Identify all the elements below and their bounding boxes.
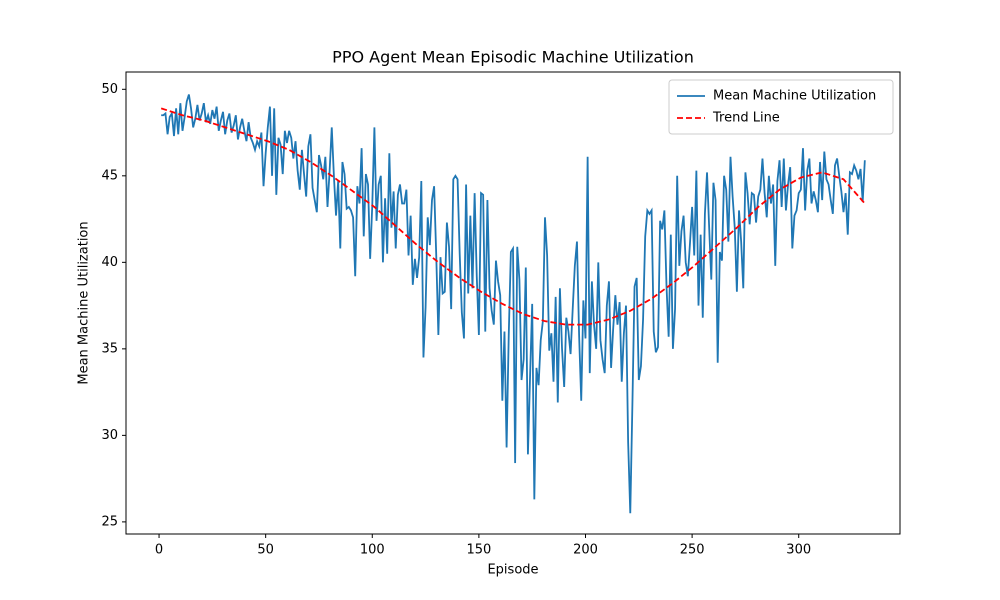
x-tick-label: 0 [155,543,163,558]
x-tick-label: 200 [573,543,598,558]
x-tick-label: 50 [257,543,274,558]
y-tick-label: 45 [101,168,118,183]
y-axis-label: Mean Machine Utilization [77,221,92,384]
x-tick-label: 250 [680,543,705,558]
x-axis-label: Episode [487,563,538,578]
series-line [161,94,866,514]
x-tick-label: 100 [360,543,385,558]
legend-box [668,79,894,135]
y-tick-label: 50 [101,82,118,97]
plot-frame [125,71,901,535]
y-tick-label: 30 [101,428,118,443]
legend-label: Mean Machine Utilization [713,89,876,104]
series-line [160,107,866,326]
chart-title: PPO Agent Mean Episodic Machine Utilizat… [332,48,694,67]
legend-label: Trend Line [712,111,780,126]
x-tick-label: 300 [786,543,811,558]
y-tick-label: 40 [101,255,118,270]
y-tick-label: 25 [101,514,118,529]
x-tick-label: 150 [466,543,491,558]
legend: Mean Machine Utilization Trend Line [668,79,894,135]
y-tick-label: 35 [101,341,118,356]
